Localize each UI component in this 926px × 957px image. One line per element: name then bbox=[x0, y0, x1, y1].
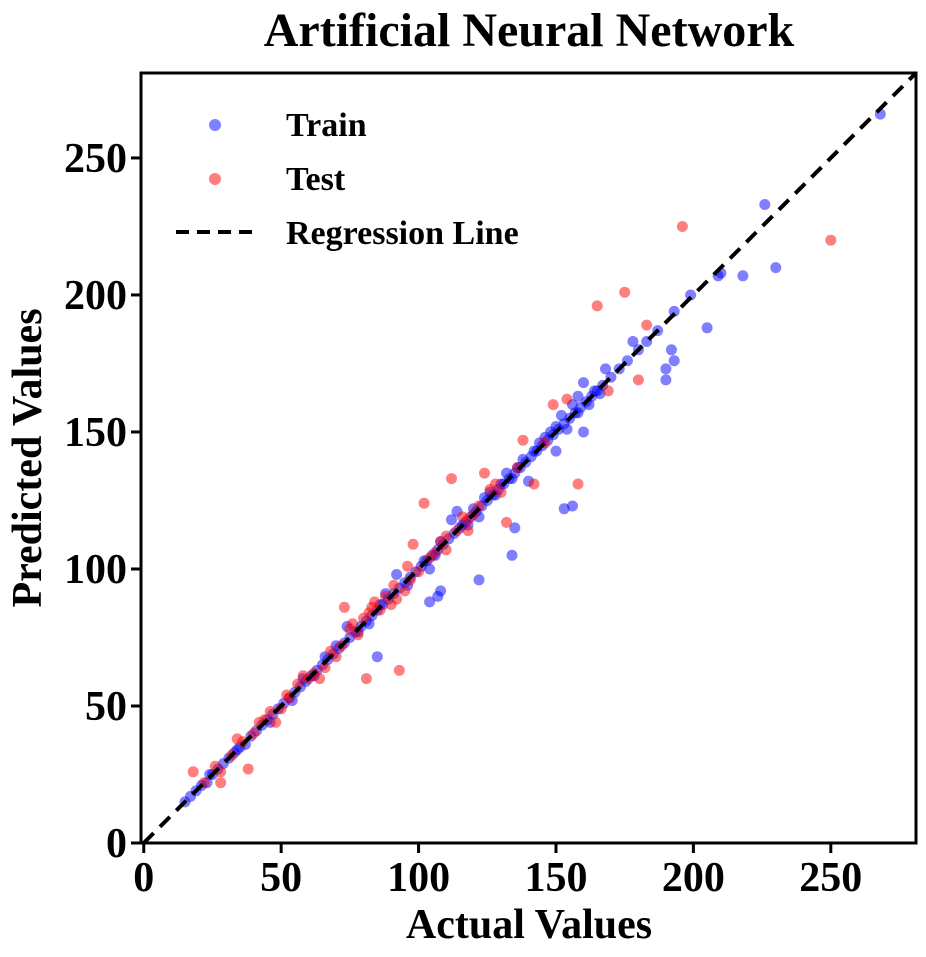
x-axis-label: Actual Values bbox=[406, 902, 652, 948]
test-point bbox=[547, 399, 559, 411]
train-point bbox=[660, 363, 672, 375]
train-point bbox=[627, 336, 639, 347]
y-tick-label: 50 bbox=[85, 684, 127, 730]
test-point bbox=[528, 478, 540, 490]
legend-train-label: Train bbox=[286, 107, 367, 144]
test-point bbox=[407, 538, 419, 550]
train-point bbox=[506, 549, 518, 561]
train-point bbox=[446, 514, 457, 526]
y-tick-label: 150 bbox=[64, 410, 127, 456]
test-point bbox=[402, 560, 414, 572]
test-point bbox=[413, 566, 425, 578]
train-point bbox=[473, 574, 485, 586]
legend-train-marker bbox=[209, 119, 221, 131]
test-point bbox=[338, 601, 350, 613]
regression-line bbox=[142, 71, 918, 845]
train-point bbox=[668, 355, 680, 367]
test-point bbox=[418, 497, 430, 509]
y-tick-label: 200 bbox=[64, 273, 127, 319]
x-tick-label: 0 bbox=[133, 855, 154, 901]
train-point bbox=[371, 651, 383, 663]
train-point bbox=[578, 426, 589, 438]
train-point bbox=[424, 563, 436, 575]
test-point bbox=[440, 530, 452, 542]
regression-layer bbox=[142, 71, 918, 845]
x-tick-label: 50 bbox=[260, 855, 302, 901]
test-point bbox=[561, 393, 573, 405]
test-point bbox=[825, 234, 837, 246]
train-point bbox=[572, 390, 584, 402]
test-point bbox=[632, 374, 644, 386]
legend-regression-label: Regression Line bbox=[286, 215, 519, 252]
test-point bbox=[495, 486, 507, 498]
test-point bbox=[641, 319, 653, 331]
test-point bbox=[462, 525, 474, 537]
test-point bbox=[270, 716, 282, 728]
test-point bbox=[319, 662, 331, 674]
train-point bbox=[701, 322, 713, 334]
test-point bbox=[347, 618, 359, 630]
x-tick-label: 200 bbox=[662, 855, 725, 901]
test-point bbox=[292, 678, 304, 690]
x-tick-label: 100 bbox=[387, 855, 450, 901]
test-point bbox=[676, 221, 688, 232]
train-point bbox=[556, 410, 567, 421]
y-axis-label: Predicted Values bbox=[5, 308, 51, 607]
test-point bbox=[479, 467, 490, 479]
test-point bbox=[446, 473, 457, 485]
test-point bbox=[187, 766, 199, 778]
train-point bbox=[770, 262, 782, 274]
train-point bbox=[660, 374, 672, 386]
train-point bbox=[567, 500, 578, 512]
train-point bbox=[759, 199, 771, 210]
chart-title: Artificial Neural Network bbox=[264, 4, 795, 57]
y-tick-label: 100 bbox=[64, 547, 127, 593]
test-point bbox=[619, 286, 631, 298]
train-point bbox=[737, 270, 749, 282]
train-point bbox=[600, 363, 611, 375]
train-point bbox=[561, 423, 573, 435]
train-point bbox=[391, 569, 403, 580]
test-point bbox=[517, 434, 529, 446]
train-point bbox=[509, 522, 521, 534]
train-point bbox=[665, 344, 677, 356]
x-tick-label: 150 bbox=[524, 855, 587, 901]
test-point bbox=[281, 689, 293, 701]
ticks-layer: 0 50 100 150 200 250 0 50 100 150 200 250 bbox=[64, 136, 862, 901]
test-point bbox=[591, 300, 603, 312]
train-point bbox=[435, 585, 447, 597]
train-point bbox=[550, 445, 562, 457]
legend: Train Test Regression Line bbox=[176, 107, 519, 252]
test-point bbox=[490, 478, 501, 490]
train-point bbox=[578, 377, 589, 389]
test-point bbox=[572, 478, 584, 490]
test-point bbox=[399, 585, 411, 597]
y-tick-label: 250 bbox=[64, 136, 127, 182]
test-point bbox=[602, 385, 614, 397]
test-point bbox=[393, 664, 405, 676]
train-point bbox=[558, 503, 570, 515]
test-point bbox=[330, 651, 342, 663]
points-layer bbox=[179, 108, 886, 808]
test-point bbox=[360, 673, 372, 685]
test-point bbox=[314, 673, 326, 685]
legend-test-marker bbox=[209, 173, 221, 185]
test-point bbox=[501, 516, 512, 528]
test-point bbox=[369, 596, 381, 608]
train-point bbox=[424, 596, 436, 608]
x-tick-label: 250 bbox=[799, 855, 862, 901]
plot-frame bbox=[139, 71, 918, 845]
legend-test-label: Test bbox=[286, 161, 346, 198]
test-point bbox=[242, 763, 254, 775]
test-point bbox=[352, 629, 364, 641]
y-tick-label: 0 bbox=[106, 821, 127, 867]
test-point bbox=[264, 706, 276, 717]
test-point bbox=[215, 777, 227, 789]
